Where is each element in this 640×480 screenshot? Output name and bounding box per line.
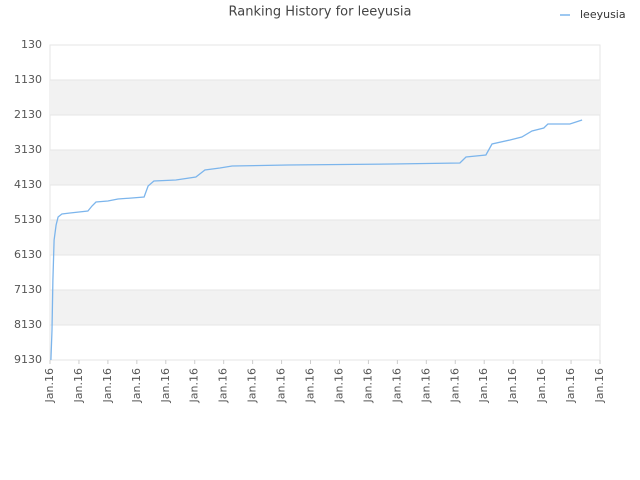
x-tick-label: Jan.16 bbox=[564, 368, 577, 403]
grid-band bbox=[50, 80, 600, 115]
x-tick-label: Jan.16 bbox=[188, 368, 201, 403]
x-tick-label: Jan.16 bbox=[72, 368, 85, 403]
x-tick-label: Jan.16 bbox=[448, 368, 461, 403]
legend-label: leeyusia bbox=[580, 8, 626, 21]
x-tick-label: Jan.16 bbox=[275, 368, 288, 403]
grid-band bbox=[50, 150, 600, 185]
x-tick-label: Jan.16 bbox=[506, 368, 519, 403]
y-tick-label: 9130 bbox=[14, 353, 42, 366]
x-tick-label: Jan.16 bbox=[535, 368, 548, 403]
grid-band bbox=[50, 220, 600, 255]
x-tick-label: Jan.16 bbox=[217, 368, 230, 403]
series-line bbox=[50, 119, 583, 361]
x-tick-label: Jan.16 bbox=[332, 368, 345, 403]
x-tick-label: Jan.16 bbox=[43, 368, 56, 403]
x-tick-label: Jan.16 bbox=[246, 368, 259, 403]
x-tick-label: Jan.16 bbox=[390, 368, 403, 403]
y-tick-label: 2130 bbox=[14, 108, 42, 121]
y-tick-label: 130 bbox=[21, 38, 42, 51]
y-tick-label: 1130 bbox=[14, 73, 42, 86]
x-tick-label: Jan.16 bbox=[361, 368, 374, 403]
y-tick-label: 6130 bbox=[14, 248, 42, 261]
y-tick-label: 5130 bbox=[14, 213, 42, 226]
x-tick-label: Jan.16 bbox=[159, 368, 172, 403]
y-tick-label: 3130 bbox=[14, 143, 42, 156]
x-tick-label: Jan.16 bbox=[593, 368, 606, 403]
grid-band bbox=[50, 290, 600, 325]
x-tick-label: Jan.16 bbox=[419, 368, 432, 403]
y-tick-label: 7130 bbox=[14, 283, 42, 296]
x-tick-label: Jan.16 bbox=[477, 368, 490, 403]
x-tick-label: Jan.16 bbox=[130, 368, 143, 403]
x-tick-label: Jan.16 bbox=[101, 368, 114, 403]
chart-title: Ranking History for leeyusia bbox=[229, 5, 412, 20]
y-tick-label: 8130 bbox=[14, 318, 42, 331]
y-tick-label: 4130 bbox=[14, 178, 42, 191]
x-tick-label: Jan.16 bbox=[304, 368, 317, 403]
